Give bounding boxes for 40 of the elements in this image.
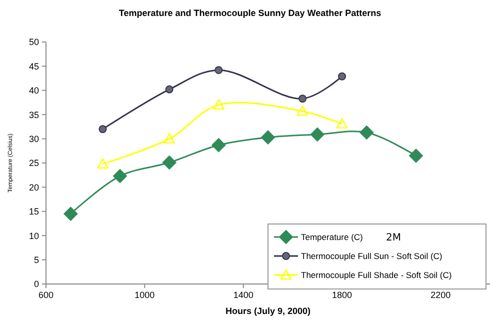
point <box>211 138 226 152</box>
x-tick-label: 1000 <box>134 290 155 300</box>
point <box>97 158 108 169</box>
y-tick-label: 50 <box>28 37 39 48</box>
point <box>338 72 346 80</box>
y-tick-label: 20 <box>28 182 39 192</box>
y-tick-label: 25 <box>28 158 39 168</box>
point <box>310 127 325 142</box>
chart-title: Temperature and Thermocouple Sunny Day Weather Patterns <box>118 8 382 18</box>
y-tick-label: 40 <box>28 86 39 96</box>
y-tick-label: 0 <box>34 279 39 290</box>
point <box>336 118 348 128</box>
x-tick-label: 1800 <box>332 290 352 300</box>
y-tick-label: 5 <box>34 254 39 265</box>
x-tick-label: 1400 <box>233 290 254 300</box>
y-tick-label: 45 <box>28 61 39 72</box>
legend-label: Thermocouple Full Shade - Soft Soil (C) <box>301 270 452 280</box>
point <box>164 133 175 144</box>
y-tick-label: 15 <box>28 206 39 217</box>
x-axis-title: Hours (July 9, 2000) <box>225 306 311 316</box>
legend-label: Temperature (C) <box>301 232 364 242</box>
point <box>260 130 276 145</box>
y-tick-label: 10 <box>28 230 39 241</box>
point <box>408 148 424 163</box>
x-tick-label: 2200 <box>430 290 451 300</box>
point <box>213 99 224 110</box>
point <box>98 125 107 134</box>
point <box>359 125 374 140</box>
point <box>165 85 174 94</box>
y-tick-label: 30 <box>28 134 39 144</box>
x-tick-label: 600 <box>38 290 54 300</box>
point <box>214 66 223 74</box>
y-tick-label: 35 <box>28 110 39 120</box>
annotation: 2M <box>386 232 401 244</box>
point <box>298 94 307 103</box>
legend-label: Thermocouple Full Sun - Soft Soil (C) <box>301 250 442 261</box>
point <box>112 168 128 184</box>
point <box>296 106 308 116</box>
point <box>63 206 78 222</box>
point <box>162 155 177 170</box>
